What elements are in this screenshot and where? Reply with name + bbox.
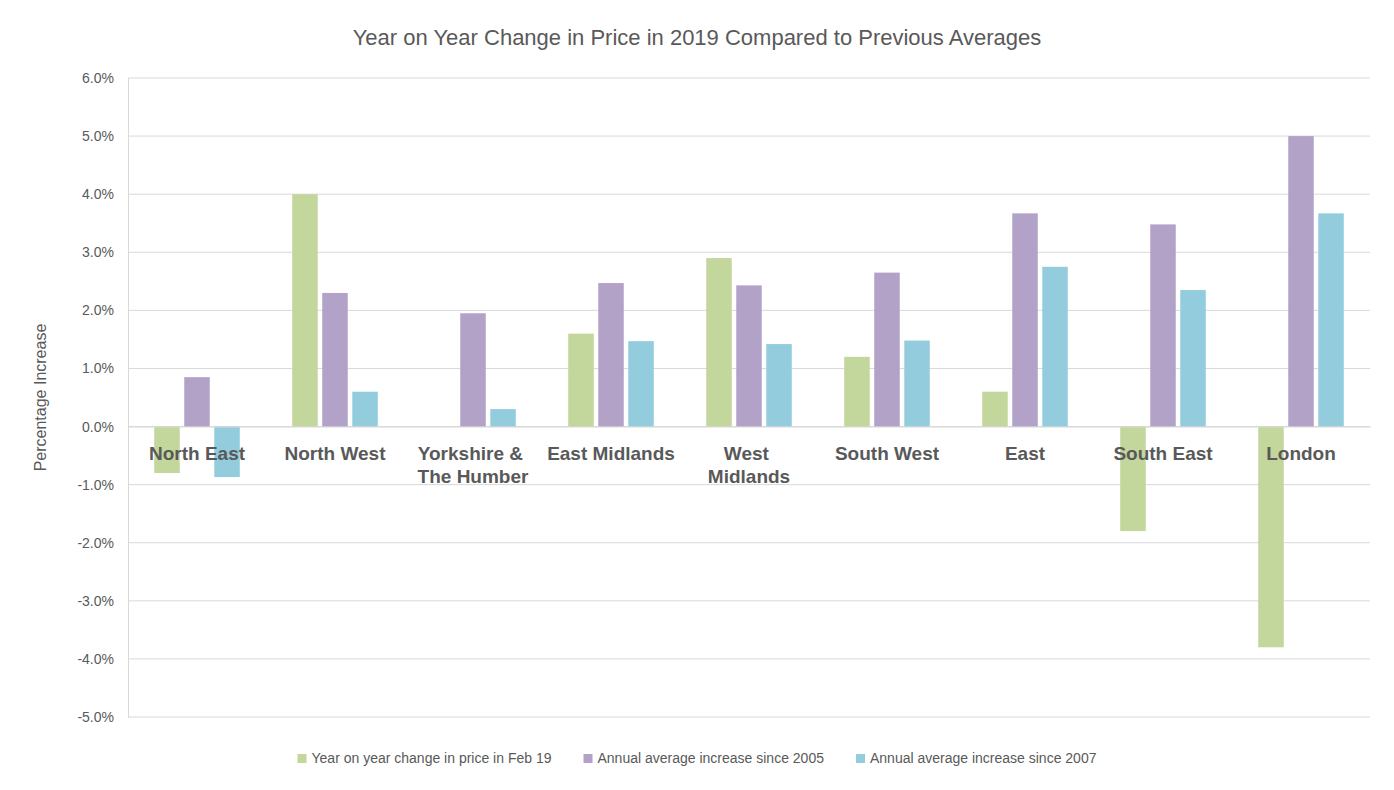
y-tick: -4.0% bbox=[77, 651, 128, 667]
bars bbox=[154, 136, 1344, 647]
x-tick-label: London bbox=[1266, 443, 1336, 464]
x-tick-label: North West bbox=[285, 443, 387, 464]
bar bbox=[904, 341, 930, 427]
grid-line bbox=[128, 542, 1370, 543]
bar bbox=[874, 273, 900, 427]
y-tick: 4.0% bbox=[82, 186, 128, 202]
x-tick: South West bbox=[835, 427, 940, 464]
x-tick: West Midlands bbox=[708, 427, 790, 487]
y-tick-label: -1.0% bbox=[77, 477, 114, 493]
x-axis-line bbox=[129, 427, 1371, 428]
legend-item: Annual average increase since 2005 bbox=[583, 750, 824, 766]
x-tick: East bbox=[1005, 427, 1046, 464]
y-tick-label: 0.0% bbox=[82, 419, 114, 435]
x-tick-label: East Midlands bbox=[547, 443, 675, 464]
legend-label: Annual average increase since 2005 bbox=[597, 750, 824, 766]
y-tick: 6.0% bbox=[82, 70, 128, 86]
chart-title: Year on Year Change in Price in 2019 Com… bbox=[353, 25, 1042, 50]
bar bbox=[460, 313, 486, 426]
legend-label: Year on year change in price in Feb 19 bbox=[312, 750, 552, 766]
bar bbox=[1042, 267, 1068, 427]
grid-line bbox=[128, 717, 1370, 718]
y-axis: -5.0% -4.0% -3.0% -2.0% -1.0% 0.0% 1.0% 2.0% 3.0… bbox=[77, 70, 128, 725]
bar bbox=[292, 194, 318, 426]
legend-label: Annual average increase since 2007 bbox=[870, 750, 1097, 766]
x-tick: North West bbox=[285, 427, 387, 464]
x-tick: South East bbox=[1113, 427, 1213, 464]
x-tick-label: Yorkshire & The Humber bbox=[418, 443, 529, 487]
bar bbox=[1012, 213, 1038, 426]
bar bbox=[706, 258, 732, 426]
grid-line bbox=[128, 658, 1370, 659]
bar bbox=[1180, 290, 1206, 427]
series bbox=[154, 194, 1284, 647]
bar bbox=[568, 334, 594, 427]
legend-swatch bbox=[856, 754, 865, 763]
bar bbox=[352, 392, 378, 427]
x-tick-label: East bbox=[1005, 443, 1046, 464]
y-tick-label: -5.0% bbox=[77, 709, 114, 725]
bar bbox=[1318, 213, 1344, 426]
grid-line bbox=[128, 78, 1370, 79]
grid bbox=[128, 78, 1370, 717]
x-tick-label: South East bbox=[1113, 443, 1213, 464]
y-tick-label: -3.0% bbox=[77, 593, 114, 609]
y-tick: 0.0% bbox=[82, 419, 128, 435]
grid-line bbox=[128, 136, 1370, 137]
y-tick-label: 3.0% bbox=[82, 244, 114, 260]
y-axis-line bbox=[128, 79, 129, 718]
y-tick: 5.0% bbox=[82, 128, 128, 144]
legend-item: Year on year change in price in Feb 19 bbox=[298, 750, 552, 766]
y-tick-label: -2.0% bbox=[77, 535, 114, 551]
x-tick: Yorkshire & The Humber bbox=[418, 427, 529, 487]
series bbox=[214, 213, 1344, 477]
x-axis: North East North West Yorkshire & The Humb… bbox=[129, 427, 1371, 487]
bar bbox=[628, 341, 654, 426]
x-tick: London bbox=[1266, 427, 1336, 464]
y-tick: -5.0% bbox=[77, 709, 128, 725]
x-tick-label: South West bbox=[835, 443, 940, 464]
y-tick: -3.0% bbox=[77, 593, 128, 609]
y-axis-title: Percentage Increase bbox=[32, 324, 49, 472]
bar bbox=[1150, 224, 1176, 426]
grid-line bbox=[128, 600, 1370, 601]
x-tick-label: West Midlands bbox=[708, 443, 790, 487]
y-tick: 3.0% bbox=[82, 244, 128, 260]
bar bbox=[982, 392, 1008, 427]
y-tick: 1.0% bbox=[82, 360, 128, 376]
bar bbox=[1288, 136, 1314, 426]
legend-swatch bbox=[298, 754, 307, 763]
legend-item: Annual average increase since 2007 bbox=[856, 750, 1097, 766]
bar bbox=[490, 409, 516, 426]
x-tick-label-line: West bbox=[724, 443, 774, 464]
x-tick-label-line: The Humber bbox=[418, 466, 529, 487]
y-tick: -1.0% bbox=[77, 477, 128, 493]
bar bbox=[844, 357, 870, 427]
x-tick-label: North East bbox=[149, 443, 246, 464]
legend-swatch bbox=[583, 754, 592, 763]
y-tick-label: 1.0% bbox=[82, 360, 114, 376]
bar bbox=[598, 283, 624, 426]
x-tick-label-line: Yorkshire & bbox=[418, 443, 529, 464]
x-tick: North East bbox=[149, 427, 246, 464]
y-tick-label: 2.0% bbox=[82, 302, 114, 318]
legend: Year on year change in price in Feb 19 An… bbox=[298, 750, 1097, 766]
y-tick-label: 6.0% bbox=[82, 70, 114, 86]
y-tick-label: -4.0% bbox=[77, 651, 114, 667]
bar bbox=[322, 293, 348, 427]
y-tick-label: 5.0% bbox=[82, 128, 114, 144]
bar bbox=[184, 377, 210, 426]
chart: Year on Year Change in Price in 2019 Com… bbox=[0, 0, 1394, 790]
y-tick: -2.0% bbox=[77, 535, 128, 551]
x-tick: East Midlands bbox=[547, 427, 675, 464]
y-tick-label: 4.0% bbox=[82, 186, 114, 202]
bar bbox=[766, 344, 792, 426]
bar bbox=[736, 285, 762, 426]
series bbox=[184, 136, 1314, 426]
y-tick: 2.0% bbox=[82, 302, 128, 318]
x-tick-label-line: Midlands bbox=[708, 466, 790, 487]
